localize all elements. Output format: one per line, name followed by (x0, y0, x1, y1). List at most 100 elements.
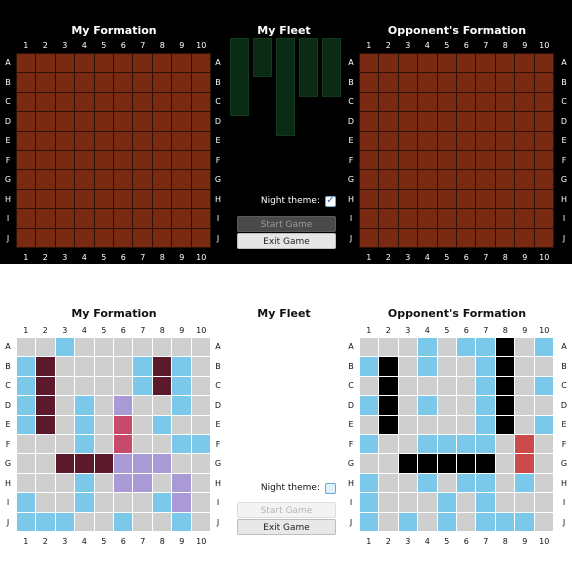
grid-cell[interactable] (456, 415, 476, 434)
grid-cell[interactable] (379, 228, 398, 247)
grid-cell[interactable] (456, 493, 476, 512)
grid-cell[interactable] (418, 512, 437, 531)
grid-cell[interactable] (75, 189, 94, 209)
grid-cell[interactable] (133, 131, 152, 150)
grid-cell[interactable] (191, 473, 210, 493)
grid-cell[interactable] (17, 73, 36, 92)
grid-cell[interactable] (152, 338, 172, 357)
grid-cell[interactable] (191, 112, 210, 131)
grid-cell[interactable] (515, 473, 534, 493)
grid-cell[interactable] (476, 228, 495, 247)
grid-cell[interactable] (172, 54, 191, 73)
grid-cell[interactable] (379, 112, 398, 131)
grid-cell[interactable] (55, 396, 75, 415)
grid-cell[interactable] (360, 189, 379, 209)
grid-cell[interactable] (133, 150, 152, 170)
grid-cell[interactable] (191, 228, 210, 247)
grid-cell[interactable] (94, 228, 113, 247)
grid-cell[interactable] (476, 454, 495, 473)
grid-cell[interactable] (172, 454, 191, 473)
grid-cell[interactable] (398, 92, 418, 112)
grid-cell[interactable] (191, 150, 210, 170)
grid-cell[interactable] (398, 434, 418, 454)
grid-cell[interactable] (55, 150, 75, 170)
grid-cell[interactable] (172, 493, 191, 512)
my-formation-grid[interactable] (16, 53, 211, 248)
grid-cell[interactable] (191, 54, 210, 73)
grid-cell[interactable] (172, 189, 191, 209)
grid-cell[interactable] (437, 131, 456, 150)
grid-cell[interactable] (437, 512, 456, 531)
grid-cell[interactable] (113, 493, 133, 512)
grid-cell[interactable] (172, 338, 191, 357)
grid-cell[interactable] (113, 454, 133, 473)
grid-cell[interactable] (476, 170, 495, 189)
grid-cell[interactable] (437, 493, 456, 512)
grid-cell[interactable] (456, 92, 476, 112)
grid-cell[interactable] (172, 396, 191, 415)
grid-cell[interactable] (398, 357, 418, 376)
grid-cell[interactable] (94, 92, 113, 112)
grid-cell[interactable] (398, 131, 418, 150)
grid-cell[interactable] (94, 338, 113, 357)
grid-cell[interactable] (94, 170, 113, 189)
grid-cell[interactable] (133, 189, 152, 209)
grid-cell[interactable] (152, 357, 172, 376)
grid-cell[interactable] (55, 473, 75, 493)
grid-cell[interactable] (515, 376, 534, 396)
grid-cell[interactable] (113, 512, 133, 531)
grid-cell[interactable] (418, 376, 437, 396)
grid-cell[interactable] (476, 131, 495, 150)
grid-cell[interactable] (437, 454, 456, 473)
grid-cell[interactable] (133, 473, 152, 493)
grid-cell[interactable] (379, 189, 398, 209)
grid-cell[interactable] (191, 73, 210, 92)
grid-cell[interactable] (418, 434, 437, 454)
grid-cell[interactable] (152, 434, 172, 454)
grid-cell[interactable] (152, 189, 172, 209)
grid-cell[interactable] (113, 73, 133, 92)
grid-cell[interactable] (94, 396, 113, 415)
grid-cell[interactable] (456, 150, 476, 170)
grid-cell[interactable] (476, 512, 495, 531)
grid-cell[interactable] (398, 170, 418, 189)
grid-cell[interactable] (172, 112, 191, 131)
grid-cell[interactable] (476, 189, 495, 209)
grid-cell[interactable] (437, 434, 456, 454)
grid-cell[interactable] (94, 189, 113, 209)
grid-cell[interactable] (456, 454, 476, 473)
grid-cell[interactable] (476, 357, 495, 376)
grid-cell[interactable] (133, 73, 152, 92)
grid-cell[interactable] (75, 209, 94, 228)
grid-cell[interactable] (133, 228, 152, 247)
grid-cell[interactable] (17, 228, 36, 247)
grid-cell[interactable] (437, 150, 456, 170)
grid-cell[interactable] (133, 209, 152, 228)
grid-cell[interactable] (476, 415, 495, 434)
grid-cell[interactable] (55, 170, 75, 189)
grid-cell[interactable] (418, 131, 437, 150)
grid-cell[interactable] (94, 357, 113, 376)
grid-cell[interactable] (437, 189, 456, 209)
grid-cell[interactable] (172, 357, 191, 376)
grid-cell[interactable] (75, 512, 94, 531)
grid-cell[interactable] (398, 228, 418, 247)
grid-cell[interactable] (534, 357, 553, 376)
grid-cell[interactable] (17, 92, 36, 112)
grid-cell[interactable] (495, 357, 515, 376)
opponent-formation-grid[interactable] (359, 53, 554, 248)
grid-cell[interactable] (94, 434, 113, 454)
grid-cell[interactable] (456, 170, 476, 189)
grid-cell[interactable] (191, 396, 210, 415)
grid-cell[interactable] (515, 92, 534, 112)
grid-cell[interactable] (152, 473, 172, 493)
grid-cell[interactable] (476, 73, 495, 92)
grid-cell[interactable] (172, 434, 191, 454)
grid-cell[interactable] (191, 415, 210, 434)
grid-cell[interactable] (515, 170, 534, 189)
grid-cell[interactable] (360, 170, 379, 189)
grid-cell[interactable] (418, 338, 437, 357)
grid-cell[interactable] (360, 396, 379, 415)
night-theme-checkbox[interactable]: ✓ (325, 195, 336, 207)
grid-cell[interactable] (495, 376, 515, 396)
